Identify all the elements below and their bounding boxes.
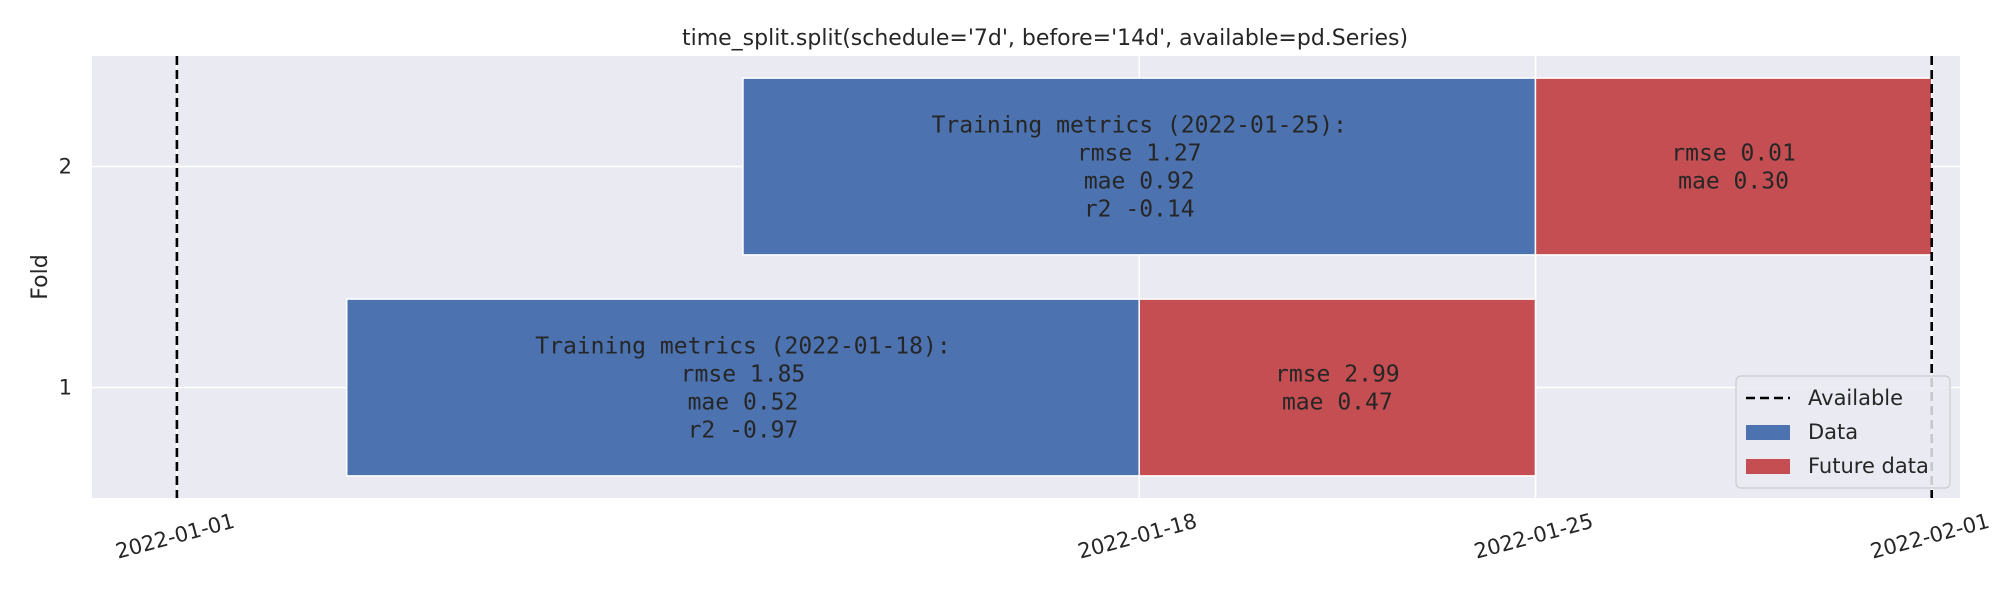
x-tick-label: 2022-01-25 — [1472, 509, 1596, 564]
future-bar-fold-1 — [1138, 298, 1537, 477]
x-tick-label: 2022-01-01 — [113, 509, 237, 564]
future-metric-text: rmse 2.99 — [1275, 362, 1400, 388]
future-bar-fold-2 — [1534, 77, 1933, 256]
legend-swatch — [1746, 459, 1790, 474]
fold-bars — [345, 77, 1933, 477]
training-metric-text: Training metrics (2022-01-18): — [535, 334, 950, 360]
legend: Available Data Future data — [1735, 375, 1951, 489]
future-metric-text: mae 0.47 — [1282, 390, 1393, 416]
metric-labels: Training metrics (2022-01-18):rmse 1.85m… — [535, 113, 1796, 444]
y-axis-label: Fold — [28, 254, 53, 299]
y-tick-label: 1 — [59, 376, 72, 400]
future-metric-text: rmse 0.01 — [1671, 141, 1796, 167]
x-tick-label: 2022-01-18 — [1075, 509, 1199, 564]
training-metric-text: mae 0.52 — [688, 390, 799, 416]
chart-title: time_split.split(schedule='7d', before='… — [682, 26, 1408, 51]
legend-swatch — [1746, 425, 1790, 440]
data-bar-fold-2 — [742, 77, 1537, 256]
legend-label: Available — [1808, 386, 1903, 410]
legend-label: Future data — [1808, 454, 1929, 478]
x-tick-label: 2022-02-01 — [1868, 509, 1992, 564]
training-metric-text: r2 -0.14 — [1084, 197, 1195, 223]
data-bar-fold-1 — [345, 298, 1140, 477]
legend-label: Data — [1808, 420, 1858, 444]
training-metric-text: rmse 1.85 — [681, 362, 806, 388]
y-tick-labels: 12 — [59, 155, 72, 400]
training-metric-text: r2 -0.97 — [688, 418, 799, 444]
future-metric-text: mae 0.30 — [1678, 169, 1789, 195]
training-metric-text: mae 0.92 — [1084, 169, 1195, 195]
y-tick-label: 2 — [59, 155, 72, 179]
x-tick-labels: 2022-01-01 2022-01-18 2022-01-25 2022-02-01 — [113, 509, 1992, 564]
training-metric-text: rmse 1.27 — [1077, 141, 1202, 167]
training-metric-text: Training metrics (2022-01-25): — [932, 113, 1347, 139]
